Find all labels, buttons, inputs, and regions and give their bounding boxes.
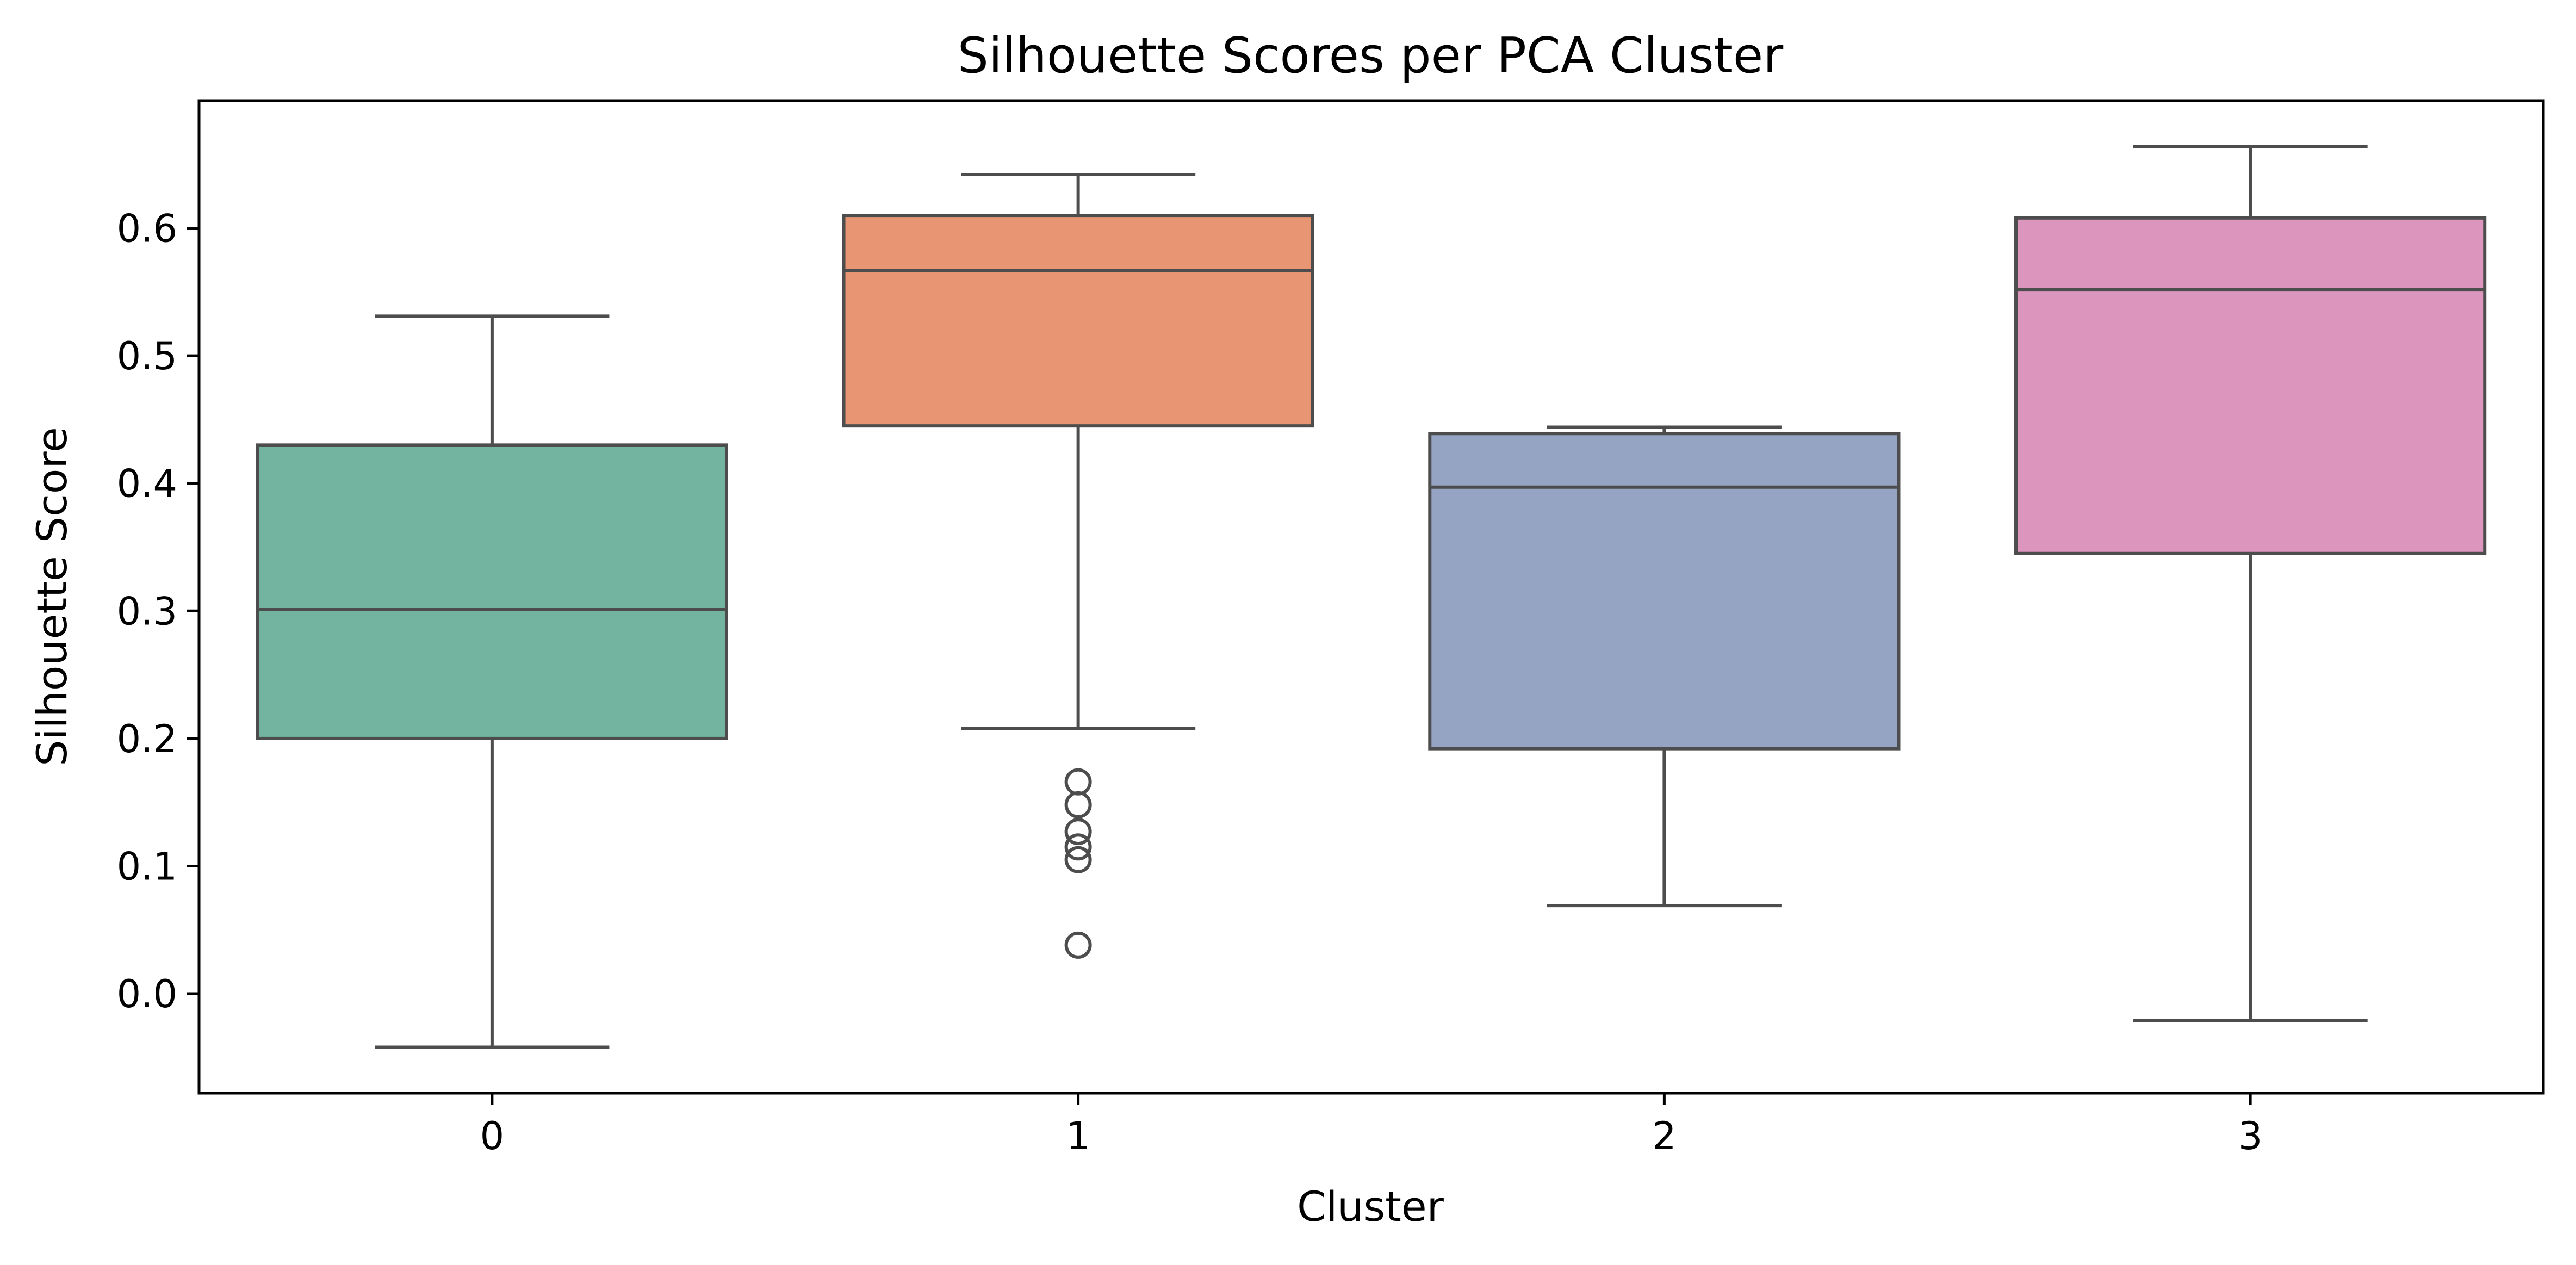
iqr-box: [256, 443, 728, 740]
box-group-cluster-2: [1428, 425, 1901, 908]
y-axis-label: Silhouette Score: [28, 427, 76, 766]
plot-frame: [197, 99, 2545, 1095]
iqr-box: [842, 214, 1314, 428]
box-group-cluster-0: [256, 314, 728, 1049]
x-tick-label: 3: [2238, 1114, 2263, 1158]
x-axis: 0 1 2 3: [480, 1093, 2263, 1158]
y-tick-label: 0.4: [117, 462, 177, 506]
y-tick-label: 0.0: [117, 972, 177, 1016]
x-tick-label: 2: [1652, 1114, 1677, 1158]
x-axis-label: Cluster: [1297, 1182, 1444, 1231]
y-tick-label: 0.1: [117, 844, 177, 889]
iqr-box: [1428, 432, 1901, 751]
y-tick-label: 0.2: [117, 717, 177, 761]
outlier-point: [1064, 833, 1092, 861]
outlier-point: [1064, 791, 1092, 818]
x-tick-label: 1: [1066, 1114, 1090, 1158]
box-group-cluster-1: [842, 173, 1314, 959]
outlier-point: [1064, 846, 1092, 873]
plot-area: [256, 145, 2487, 1049]
outlier-point: [1064, 768, 1092, 796]
outlier-point: [1064, 818, 1092, 846]
y-tick-label: 0.5: [117, 334, 177, 379]
iqr-box: [2014, 216, 2487, 555]
y-tick-label: 0.3: [117, 589, 177, 634]
y-axis: 0.0 0.1 0.2 0.3 0.4 0.5 0.6: [117, 207, 199, 1016]
outlier-point: [1064, 931, 1092, 959]
box-group-cluster-3: [2014, 145, 2487, 1022]
chart-title: Silhouette Scores per PCA Cluster: [958, 27, 1784, 84]
x-tick-label: 0: [480, 1114, 505, 1158]
y-tick-label: 0.6: [117, 207, 177, 251]
